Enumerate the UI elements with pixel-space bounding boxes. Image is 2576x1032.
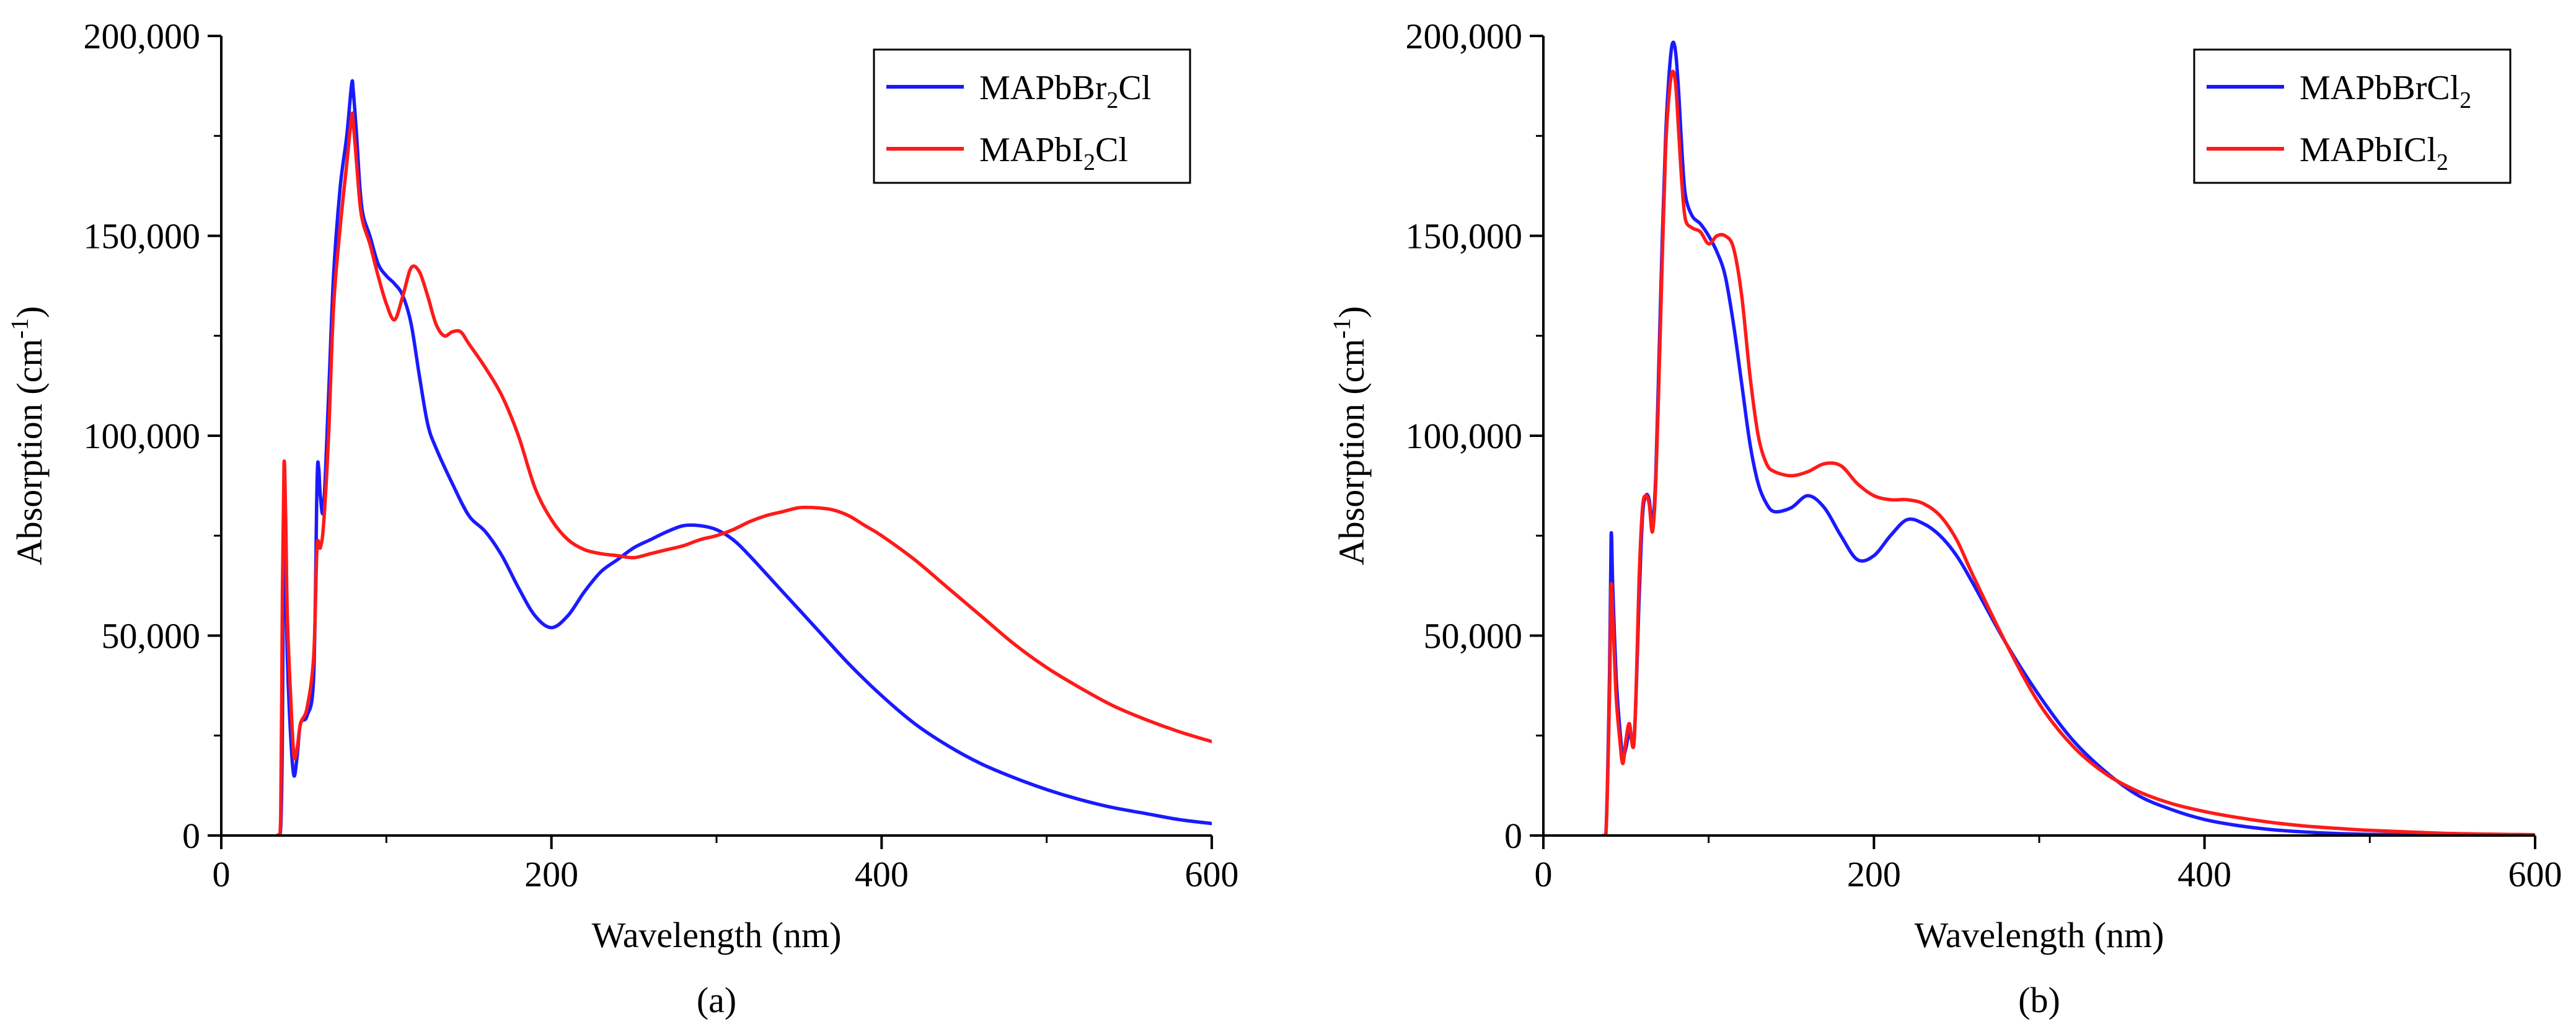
x-tick-label: 600 — [2508, 854, 2562, 894]
legend-label-sub: 2 — [1106, 87, 1118, 113]
y-tick-label: 50,000 — [1424, 616, 1523, 656]
series-line-MAPbI2Cl — [275, 111, 1212, 836]
y-axis-title: Absorption (cm-1) — [6, 306, 50, 565]
legend-label-MAPbI2Cl: MAPbI2Cl — [979, 131, 1128, 175]
chart-panel-a: 0 200 400 600 0 50,000 100,000 150,000 200,000 Wa… — [6, 16, 1239, 1020]
y-tick-label: 200,000 — [84, 16, 201, 56]
y-tick-label: 0 — [182, 816, 200, 856]
y-tick-label: 50,000 — [102, 616, 201, 656]
x-tick-label: 200 — [1847, 854, 1901, 894]
y-axis-title-sup: -1 — [1328, 318, 1356, 338]
y-axis-title-base: Absorption (cm — [1331, 338, 1372, 565]
legend-label-main: MAPbI — [979, 131, 1083, 169]
legend-label-MAPbBrCl2: MAPbBrCl2 — [2300, 69, 2471, 113]
y-tick-label: 200,000 — [1406, 16, 1523, 56]
legend-label-sub: 2 — [1083, 149, 1095, 175]
legend-label-sub: 2 — [2437, 149, 2448, 175]
y-tick-label: 150,000 — [84, 216, 201, 257]
legend-label-main: MAPbBr — [979, 69, 1107, 107]
y-axis-title: Absorption (cm-1) — [1328, 306, 1372, 565]
panel-label: (b) — [2018, 980, 2060, 1020]
y-tick-label: 100,000 — [84, 416, 201, 456]
y-tick-label: 0 — [1504, 816, 1522, 856]
x-tick-label: 400 — [855, 854, 909, 894]
y-axis-title-sup: -1 — [6, 318, 33, 338]
chart-panel-b: 0 200 400 600 0 50,000 100,000 150,000 200,000 Wa… — [1328, 16, 2562, 1020]
y-tick-label: 150,000 — [1406, 216, 1523, 257]
panel-label: (a) — [697, 980, 736, 1020]
legend-box — [2193, 48, 2512, 184]
x-tick-label: 0 — [1535, 854, 1553, 894]
series-line-MAPbICl2 — [1601, 69, 2535, 836]
y-axis-title-end: ) — [1331, 306, 1372, 318]
legend-box — [873, 48, 1191, 184]
y-axis-title-base: Absorption (cm — [9, 338, 50, 565]
legend-label-post: Cl — [1095, 131, 1128, 169]
legend-label-main: MAPbICl — [2300, 131, 2437, 169]
x-tick-label: 200 — [524, 854, 578, 894]
y-axis-title-end: ) — [9, 306, 50, 318]
x-tick-label: 400 — [2177, 854, 2231, 894]
x-tick-label: 600 — [1185, 854, 1239, 894]
legend-label-sub: 2 — [2459, 87, 2471, 113]
x-axis-title: Wavelength (nm) — [592, 915, 842, 955]
y-tick-label: 100,000 — [1406, 416, 1523, 456]
legend-label-MAPbICl2: MAPbICl2 — [2300, 131, 2448, 175]
x-tick-label: 0 — [213, 854, 231, 894]
x-axis-title: Wavelength (nm) — [1915, 915, 2164, 955]
legend-label-main: MAPbBrCl — [2300, 69, 2459, 107]
legend-label-MAPbBr2Cl: MAPbBr2Cl — [979, 69, 1151, 113]
legend-label-post: Cl — [1118, 69, 1151, 107]
